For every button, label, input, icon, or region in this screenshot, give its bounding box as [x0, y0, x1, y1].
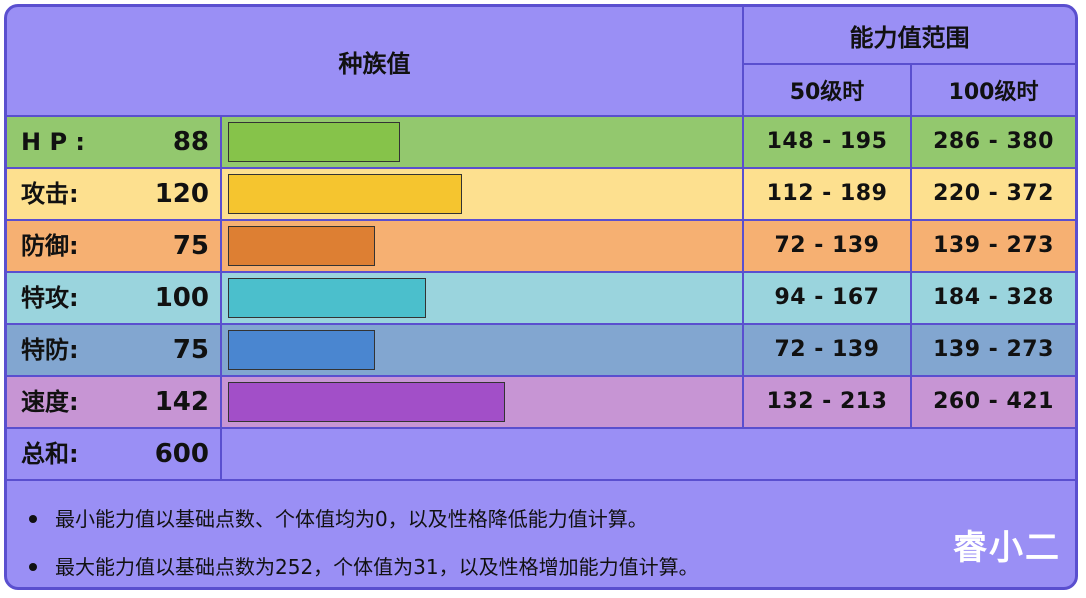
- stats-table: 种族值 能力值范围 50级时 100级时 H P : 88 148 - 195 286…: [4, 4, 1078, 590]
- stat-label: 速度:: [21, 388, 79, 416]
- stat-value: 100: [154, 283, 209, 313]
- stat-bar-track: [222, 169, 742, 219]
- stat-bar-track: [222, 221, 742, 271]
- base-stats-header: 种族值: [338, 49, 411, 78]
- range-lv50: 132 - 213: [766, 389, 888, 414]
- stat-bar-track: [222, 325, 742, 375]
- divider: [7, 479, 1075, 481]
- total-value: 600: [154, 439, 209, 469]
- divider: [744, 63, 1075, 65]
- stat-label: 攻击:: [21, 180, 79, 208]
- range-lv100: 220 - 372: [933, 181, 1054, 206]
- stat-row: 特防: 75 72 - 139 139 - 273: [7, 325, 1075, 375]
- stat-row: 攻击: 120 112 - 189 220 - 372: [7, 169, 1075, 219]
- stat-row: 防御: 75 72 - 139 139 - 273: [7, 221, 1075, 271]
- stat-row: 特攻: 100 94 - 167 184 - 328: [7, 273, 1075, 323]
- stat-bar: [228, 278, 426, 318]
- divider: [7, 323, 1075, 325]
- range-lv100: 139 - 273: [933, 337, 1054, 362]
- divider: [220, 115, 222, 479]
- stat-value: 142: [154, 387, 209, 417]
- watermark: 睿小二: [953, 528, 1061, 568]
- lv100-header: 100级时: [948, 80, 1039, 105]
- stat-label: 特防:: [21, 336, 79, 364]
- divider: [7, 167, 1075, 169]
- stat-bar: [228, 174, 462, 214]
- bullet-icon: [29, 514, 37, 523]
- bullet-icon: [29, 562, 37, 571]
- total-row: 总和: 600: [7, 429, 1075, 479]
- divider: [7, 271, 1075, 273]
- stat-label: 特攻:: [21, 284, 79, 312]
- stat-label: 防御:: [21, 232, 79, 260]
- stat-row: 速度: 142 132 - 213 260 - 421: [7, 377, 1075, 427]
- range-lv50: 148 - 195: [766, 129, 888, 154]
- divider: [742, 7, 744, 427]
- range-lv50: 72 - 139: [774, 337, 880, 362]
- divider: [7, 115, 1075, 117]
- stat-value: 88: [172, 127, 209, 157]
- range-lv100: 260 - 421: [933, 389, 1054, 414]
- range-header: 能力值范围: [849, 23, 970, 52]
- stat-row: H P : 88 148 - 195 286 - 380: [7, 117, 1075, 167]
- divider: [7, 375, 1075, 377]
- note-max-text: 最大能力值以基础点数为252，个体值为31，以及性格增加能力值计算。: [55, 555, 699, 579]
- stat-bar: [228, 226, 375, 266]
- range-lv100: 139 - 273: [933, 233, 1054, 258]
- range-lv50: 72 - 139: [774, 233, 880, 258]
- divider: [7, 219, 1075, 221]
- note-max: 最大能力值以基础点数为252，个体值为31，以及性格增加能力值计算。: [29, 551, 699, 580]
- stat-bar-track: [222, 273, 742, 323]
- stat-bar: [228, 382, 505, 422]
- note-min: 最小能力值以基础点数、个体值均为0，以及性格降低能力值计算。: [29, 503, 648, 532]
- note-min-text: 最小能力值以基础点数、个体值均为0，以及性格降低能力值计算。: [55, 507, 648, 531]
- range-lv100: 184 - 328: [933, 285, 1054, 310]
- divider: [7, 427, 1075, 429]
- stat-bar: [228, 330, 375, 370]
- range-lv50: 94 - 167: [774, 285, 880, 310]
- lv50-header: 50级时: [789, 80, 865, 105]
- stat-bar-track: [222, 377, 742, 427]
- stat-label: H P :: [21, 128, 85, 156]
- stat-value: 75: [172, 231, 209, 261]
- stat-bar: [228, 122, 400, 162]
- divider: [910, 63, 912, 427]
- stat-bar-track: [222, 117, 742, 167]
- range-lv50: 112 - 189: [766, 181, 888, 206]
- total-label: 总和:: [21, 440, 79, 468]
- stat-value: 75: [172, 335, 209, 365]
- stat-value: 120: [154, 179, 209, 209]
- range-lv100: 286 - 380: [933, 129, 1054, 154]
